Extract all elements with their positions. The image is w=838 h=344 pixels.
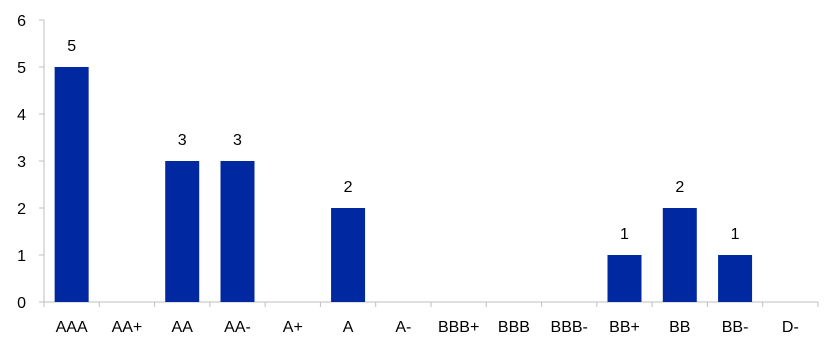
- x-tick-label: BBB: [498, 319, 530, 336]
- data-label: 1: [731, 226, 740, 243]
- x-tick-label: BB-: [722, 319, 749, 336]
- x-tick-label: D-: [782, 319, 799, 336]
- data-label: 3: [233, 132, 242, 149]
- y-axis: 0 1 2 3 4 5 6: [17, 13, 45, 312]
- data-label: 2: [675, 179, 684, 196]
- x-tick-label: AA-: [224, 319, 251, 336]
- bar-bb-plus: [607, 255, 642, 302]
- x-axis: AAA AA+ AA AA- A+ A A- BBB+ BBB BBB- BB+ BB BB- D-: [43, 301, 819, 336]
- x-tick-label: AAA: [56, 319, 88, 336]
- y-tick-label: 4: [17, 107, 26, 124]
- data-labels: 5 3 3 2 1 2 1: [67, 38, 739, 243]
- x-tick-label: AA+: [112, 319, 143, 336]
- y-tick-label: 6: [17, 13, 26, 30]
- bar-aaa: [54, 67, 89, 302]
- data-label: 2: [344, 179, 353, 196]
- data-label: 5: [67, 38, 76, 55]
- x-tick-label: A: [343, 319, 354, 336]
- data-label: 3: [178, 132, 187, 149]
- x-tick-label: A+: [283, 319, 303, 336]
- bar-a: [331, 208, 366, 302]
- x-tick-label: BBB-: [551, 319, 588, 336]
- x-tick-label: BB+: [609, 319, 640, 336]
- data-label: 1: [620, 226, 629, 243]
- x-tick-label: AA: [172, 319, 194, 336]
- y-tick-label: 0: [17, 295, 26, 312]
- x-tick-label: BB: [669, 319, 690, 336]
- y-tick-label: 2: [17, 201, 26, 218]
- x-tick-label: BBB+: [438, 319, 479, 336]
- bar-aa-minus: [220, 161, 255, 302]
- x-tick-label: A-: [395, 319, 411, 336]
- y-tick-label: 5: [17, 60, 26, 77]
- bar-bb-minus: [718, 255, 753, 302]
- y-tick-label: 1: [17, 248, 26, 265]
- bar-bb: [662, 208, 697, 302]
- y-tick-label: 3: [17, 154, 26, 171]
- bars: [54, 67, 753, 302]
- bar-aa: [165, 161, 200, 302]
